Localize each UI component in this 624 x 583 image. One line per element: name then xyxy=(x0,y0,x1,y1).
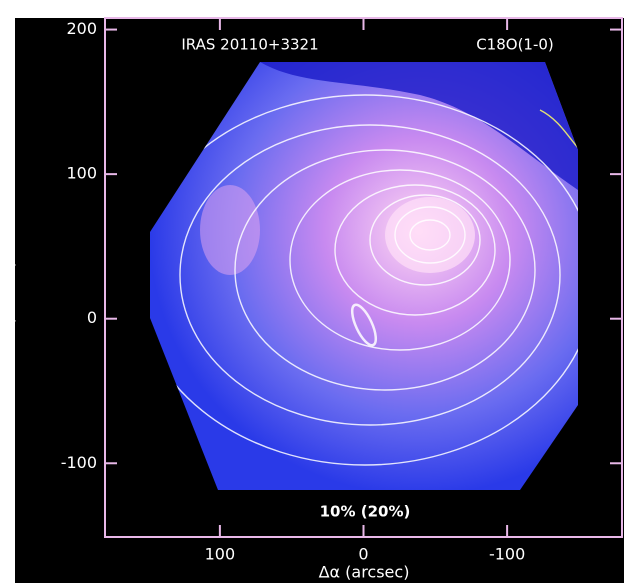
annotation: 10% (20%) xyxy=(320,503,411,521)
y-axis-label: Δδ (arcsec) xyxy=(0,235,19,325)
y-tick-label: 100 xyxy=(66,164,97,183)
y-tick-label: -100 xyxy=(61,453,97,472)
map-subtitle: C18O(1-0) xyxy=(476,36,554,54)
x-tick-label: 0 xyxy=(358,545,368,564)
chart: IRAS 20110+3321 C18O(1-0) 10% (20%) Δα (… xyxy=(0,0,624,583)
x-tick-label: 100 xyxy=(205,545,236,564)
y-tick-label: 200 xyxy=(66,19,97,38)
x-axis-label: Δα (arcsec) xyxy=(319,563,410,582)
y-tick-label: 0 xyxy=(87,308,97,327)
map-title: IRAS 20110+3321 xyxy=(181,36,318,54)
x-tick-label: -100 xyxy=(489,545,525,564)
